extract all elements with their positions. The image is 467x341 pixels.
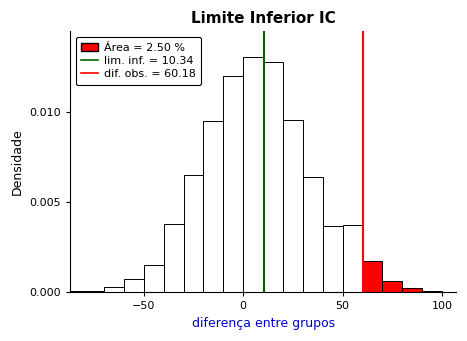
Bar bbox=[283, 120, 303, 292]
Bar bbox=[204, 121, 223, 292]
Bar bbox=[84, 291, 104, 292]
Bar bbox=[184, 175, 204, 292]
Bar bbox=[164, 224, 184, 292]
Bar bbox=[303, 177, 323, 292]
Bar bbox=[263, 62, 283, 292]
Bar bbox=[243, 57, 263, 292]
Bar bbox=[323, 226, 343, 292]
Bar bbox=[144, 265, 164, 292]
X-axis label: diferença entre grupos: diferença entre grupos bbox=[191, 317, 335, 330]
Title: Limite Inferior IC: Limite Inferior IC bbox=[191, 11, 335, 26]
Bar bbox=[104, 287, 124, 292]
Bar bbox=[362, 261, 382, 292]
Bar bbox=[343, 225, 362, 292]
Bar bbox=[402, 288, 422, 292]
Legend: Área = 2.50 %, lim. inf. = 10.34, dif. obs. = 60.18: Área = 2.50 %, lim. inf. = 10.34, dif. o… bbox=[76, 37, 201, 85]
Y-axis label: Densidade: Densidade bbox=[11, 129, 24, 195]
Bar bbox=[124, 279, 144, 292]
Bar bbox=[223, 76, 243, 292]
Bar bbox=[382, 281, 402, 292]
